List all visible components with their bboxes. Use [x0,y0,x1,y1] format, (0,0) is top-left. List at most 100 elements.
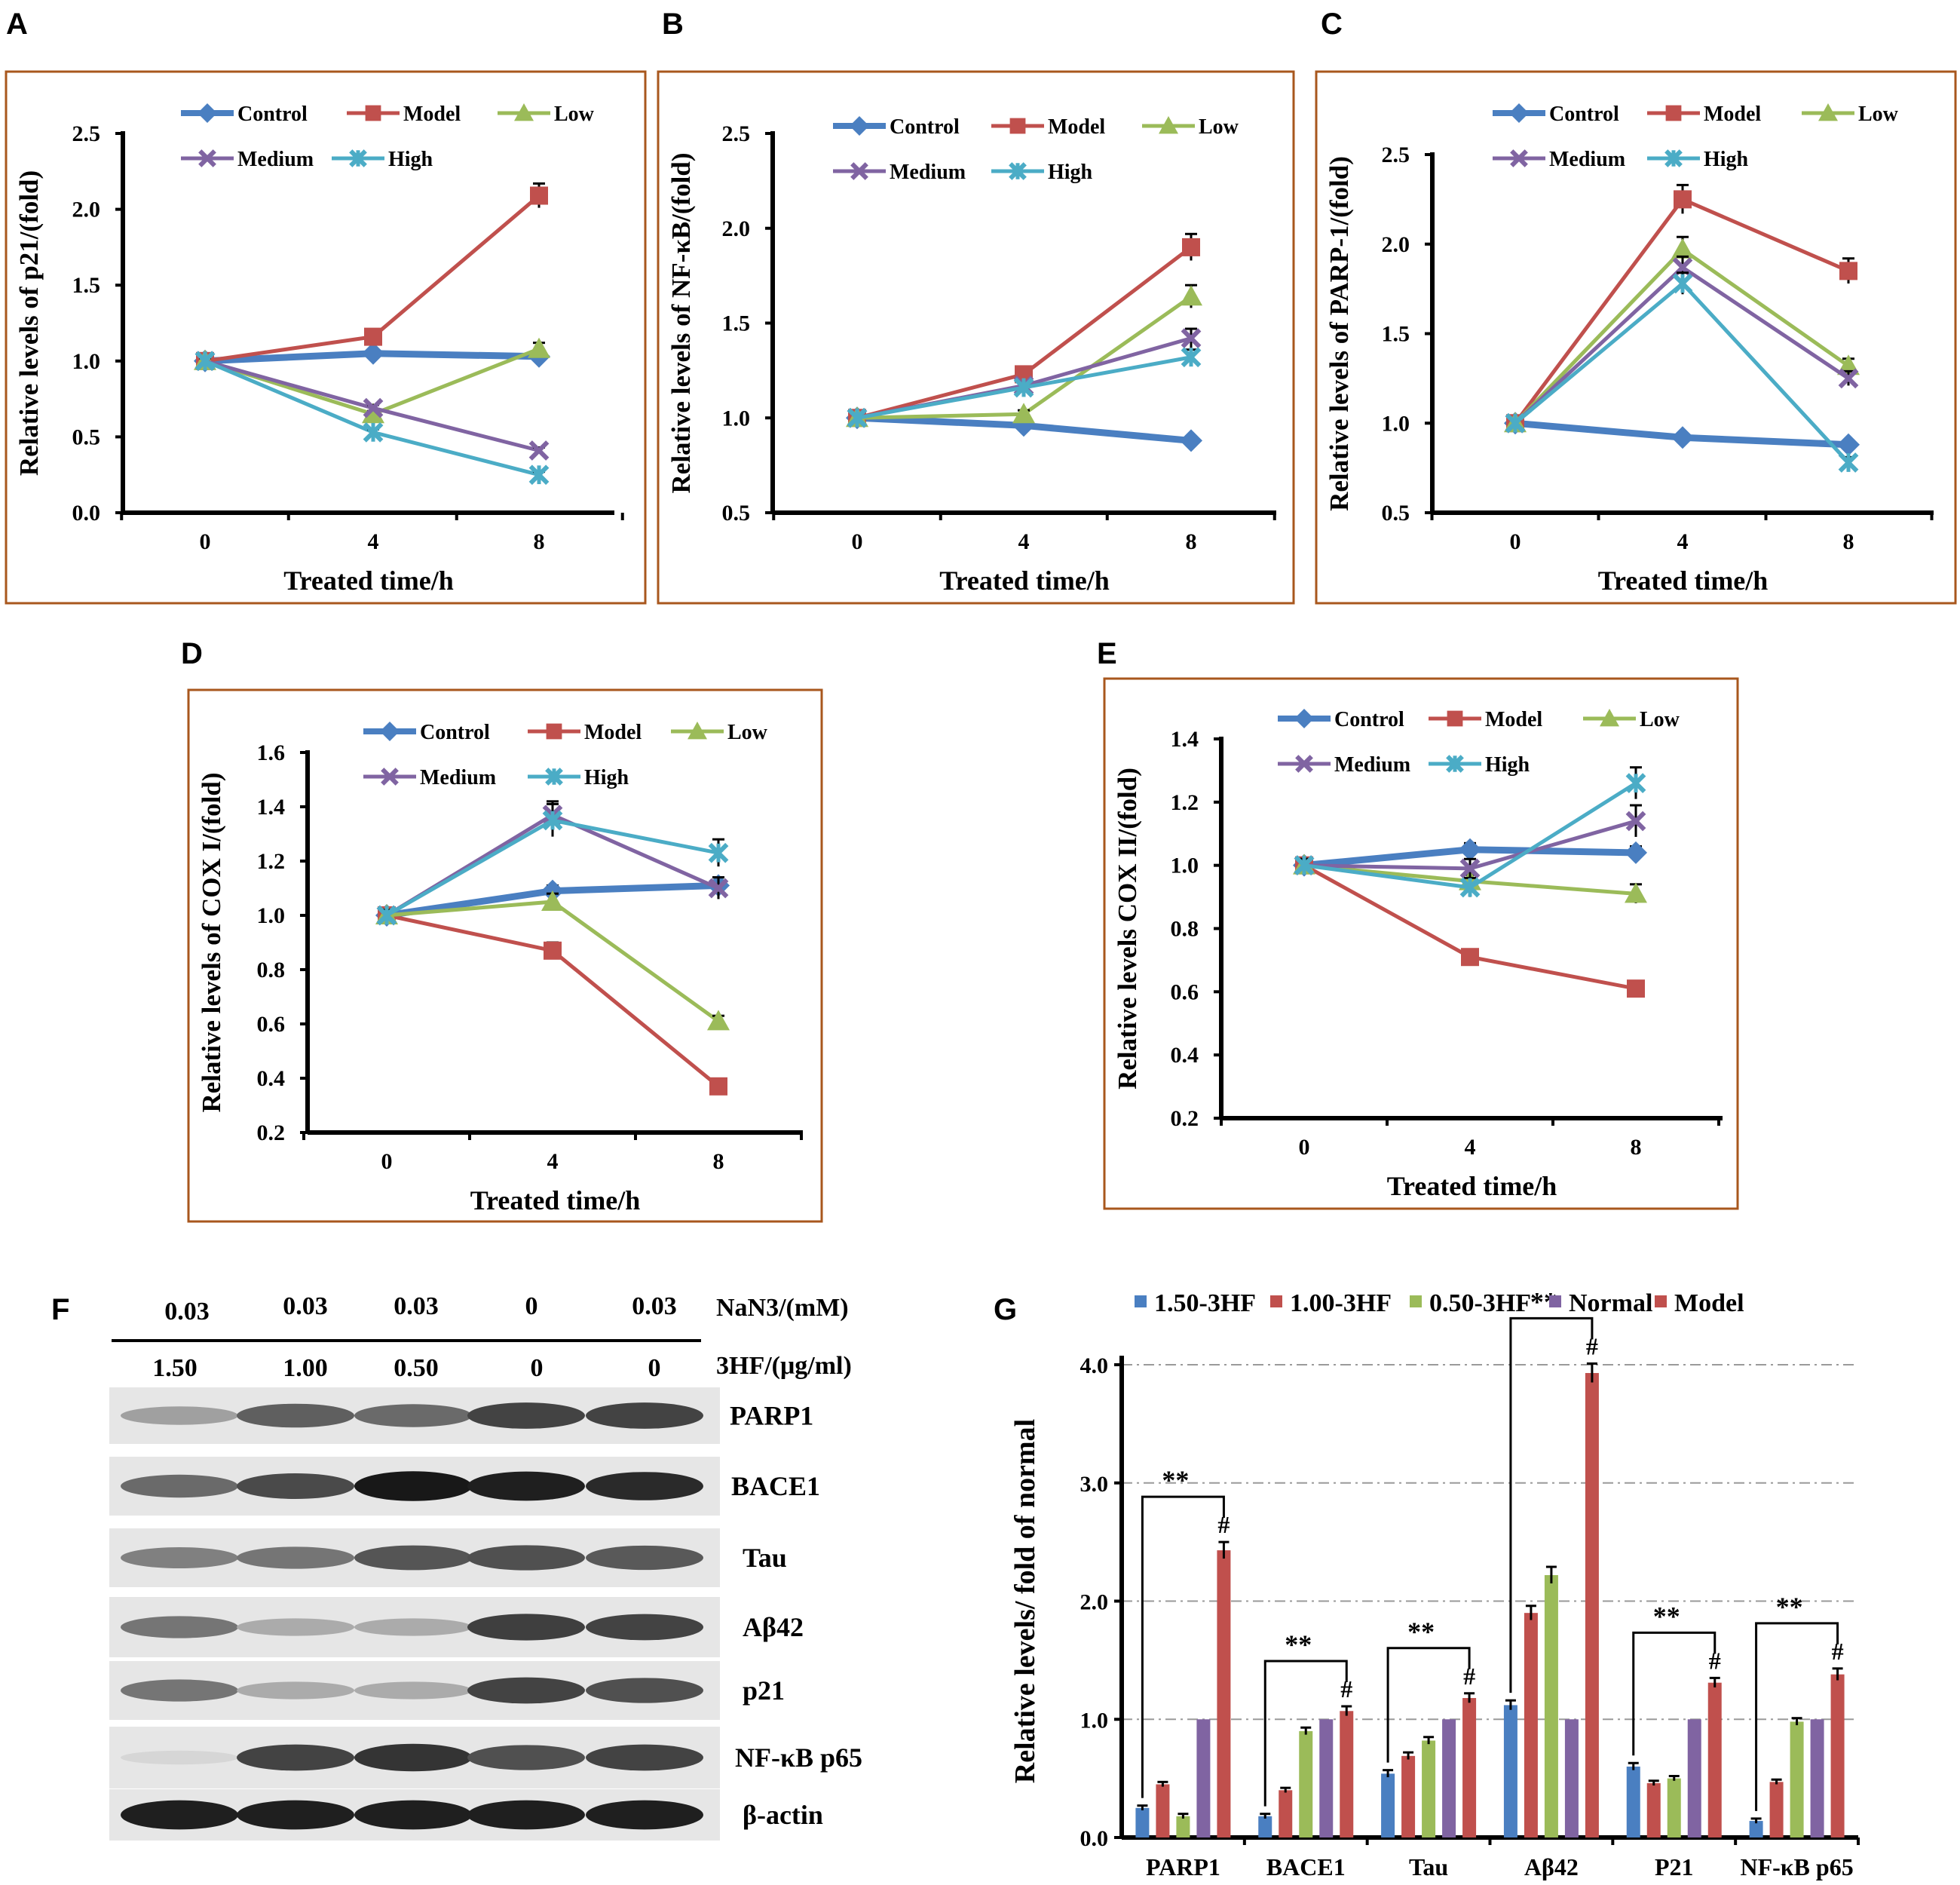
y-tick-label: 1.0 [1171,854,1199,878]
y-tick-label: 2.0 [72,198,101,222]
y-tick-label: 0.8 [257,958,286,982]
legend-label: High [1485,753,1530,777]
y-tick-label: 1.5 [1382,322,1410,347]
blot-row: Aβ42 [109,1597,804,1657]
marker-medium [381,768,399,786]
bracket-line [1141,1495,1225,1798]
series-control [194,342,550,372]
bar-150-3hf [1381,1773,1395,1837]
bar-normal [1564,1719,1579,1837]
legend-label: High [388,148,433,171]
x-axis-title: Treated time/h [470,1185,641,1215]
marker-model [1665,105,1682,121]
series-line [856,295,1193,420]
y-tick-label: 1.0 [1382,411,1410,436]
panel-letter-c: C [1321,8,1343,41]
y-tick-label: 1.0 [257,903,286,928]
marker-control [380,722,400,741]
legend-label: Model [403,103,461,126]
bar-normal [1810,1719,1824,1837]
legend-item-medium: Medium [1493,148,1625,171]
legend-item-low: Low [1802,103,1899,126]
band-label: BACE1 [731,1471,820,1501]
marker-control [362,342,384,365]
blot-row: p21 [109,1661,785,1720]
y-tick-label: 0.6 [257,1012,286,1037]
panel-frame [1103,677,1739,1210]
band-label: Tau [743,1543,787,1573]
significance-marker: ** [1776,1592,1803,1622]
hf-value: 0 [648,1354,661,1382]
bracket-line [1386,1647,1471,1763]
marker-model [530,186,548,205]
blot-row: BACE1 [109,1457,820,1516]
legend-item-model: Model [528,721,642,744]
legend-swatch [1135,1295,1147,1307]
y-tick-label: 1.5 [72,273,101,298]
marker-low [1180,285,1202,306]
bar-050-3hf [1544,1575,1558,1837]
blot-band [121,1474,238,1498]
y-tick-label: 2.5 [1382,143,1410,167]
blot-row: β-actin [109,1789,823,1841]
legend-label: Low [554,103,595,126]
blot-band [467,1471,585,1501]
series-model [196,182,548,370]
chart-panel-g: 0.0 1.0 2.0 3.0 4.0 Relative levels/ fold of … [1009,1286,1860,1880]
bar-150-3hf [1135,1807,1150,1837]
nan3-label: NaN3/(mM) [716,1294,849,1322]
legend-label: Control [237,103,308,126]
hf-label: 3HF/(μg/ml) [716,1352,852,1380]
chart-panel-e: 0.2 0.4 0.6 0.8 1.0 1.2 1.4 0 4 8 Treated time/h Re… [1103,677,1739,1210]
y-tick-label: 1.5 [722,311,751,336]
band-label: NF-κB p65 [735,1742,862,1773]
y-tick-label: 0.5 [72,425,101,449]
legend-label: Medium [237,148,314,171]
legend-label: 0.50-3HF [1429,1289,1531,1317]
significance-marker: ** [1407,1617,1435,1647]
bar-100-3hf [1401,1755,1416,1837]
marker-model [1627,979,1645,998]
series-high [1294,766,1646,898]
y-tick-label: 2.0 [722,216,751,241]
y-tick-label: 2.0 [1080,1590,1109,1615]
marker-low [688,722,707,740]
blot-band [467,1745,585,1770]
hash-annotation: # [1340,1675,1352,1703]
bar-050-3hf [1667,1778,1681,1837]
marker-control [1180,429,1202,452]
marker-model [546,723,562,740]
marker-high [1625,773,1646,794]
series-high [194,351,550,486]
bar-050-3hf [1422,1740,1436,1837]
marker-high [1459,877,1481,898]
chart-panel-b: 0.5 1.0 1.5 2.0 2.5 0 4 8 Treated time/h Relative… [657,70,1295,605]
blot-band [586,1678,703,1703]
blot-band [467,1800,585,1830]
blot-band [586,1402,703,1429]
bar-100-3hf [1769,1782,1784,1837]
legend-label: Model [1704,103,1761,126]
y-axis-title: Relative levels of NF-κB/(fold) [666,153,696,494]
legend-item-high: High [1647,148,1749,171]
marker-model [1674,190,1692,209]
legend-label: High [1048,161,1093,184]
y-tick-label: 1.0 [1080,1708,1109,1733]
blot-band [586,1800,703,1830]
marker-model [364,327,382,346]
legend-item-control: Control [1278,708,1404,731]
blot-row: NF-κB p65 [109,1727,862,1788]
legend-item-medium: Medium [833,161,966,184]
marker-low [528,337,550,358]
x-axis-title: Treated time/h [939,566,1110,596]
nan3-value: 0 [525,1292,538,1320]
category-label: BACE1 [1266,1853,1346,1880]
legend-label: High [584,766,629,789]
marker-high [542,810,563,831]
blot-band [121,1750,238,1765]
blot-band [237,1546,354,1569]
marker-model [1839,262,1857,280]
series-medium [194,351,550,461]
y-tick-label: 0.4 [257,1066,286,1091]
